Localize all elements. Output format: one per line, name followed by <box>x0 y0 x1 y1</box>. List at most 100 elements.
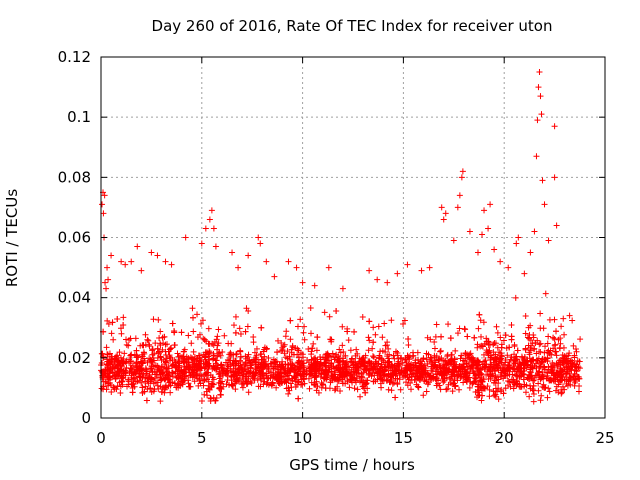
background-point <box>305 346 312 353</box>
data-point <box>481 207 488 214</box>
background-point <box>337 349 344 356</box>
background-point <box>173 384 180 391</box>
background-point <box>118 363 125 370</box>
background-point <box>460 379 467 386</box>
background-point <box>458 363 465 370</box>
background-point <box>198 320 205 327</box>
data-point <box>105 276 112 283</box>
background-point <box>120 322 127 329</box>
background-point <box>307 370 314 377</box>
background-point <box>328 353 335 360</box>
background-point <box>118 325 125 332</box>
background-point <box>437 386 444 393</box>
background-point <box>522 389 529 396</box>
background-point <box>274 349 281 356</box>
background-point <box>167 354 174 361</box>
background-point <box>378 384 385 391</box>
background-point <box>313 360 320 367</box>
background-point <box>346 384 353 391</box>
background-point <box>284 348 291 355</box>
background-point <box>565 378 572 385</box>
background-point <box>392 375 399 382</box>
background-point <box>491 379 498 386</box>
background-point <box>218 386 225 393</box>
background-point <box>558 368 565 375</box>
data-point <box>418 267 425 274</box>
background-point <box>142 378 149 385</box>
background-point <box>301 336 308 343</box>
background-point <box>228 351 235 358</box>
background-point <box>204 369 211 376</box>
background-point <box>532 340 539 347</box>
background-point <box>431 338 438 345</box>
data-point <box>208 207 215 214</box>
background-point <box>576 365 583 372</box>
background-point <box>175 364 182 371</box>
background-point <box>358 377 365 384</box>
background-point <box>283 328 290 335</box>
background-point <box>330 363 337 370</box>
background-point <box>214 353 221 360</box>
data-point <box>442 210 449 217</box>
background-point <box>295 378 302 385</box>
background-point <box>482 357 489 364</box>
background-point <box>474 394 481 401</box>
background-point <box>157 398 164 405</box>
background-point <box>366 337 373 344</box>
background-point <box>455 371 462 378</box>
background-point <box>423 388 430 395</box>
background-point <box>243 378 250 385</box>
background-point <box>440 365 447 372</box>
background-point <box>201 365 208 372</box>
background-point <box>98 360 105 367</box>
background-point <box>522 346 529 353</box>
background-point <box>447 356 454 363</box>
background-point <box>105 321 112 328</box>
background-point <box>121 350 128 357</box>
background-point <box>393 366 400 373</box>
background-point <box>292 345 299 352</box>
data-point <box>210 225 217 232</box>
background-point <box>571 352 578 359</box>
background-point <box>461 325 468 332</box>
background-point <box>451 355 458 362</box>
background-point <box>510 379 517 386</box>
background-point <box>102 366 109 373</box>
background-point <box>363 366 370 373</box>
background-point <box>308 365 315 372</box>
background-point <box>558 389 565 396</box>
background-point <box>509 371 516 378</box>
background-point <box>132 335 139 342</box>
background-point <box>558 323 565 330</box>
background-point <box>149 351 156 358</box>
background-point <box>278 373 285 380</box>
background-point <box>495 360 502 367</box>
background-point <box>278 339 285 346</box>
background-point <box>275 379 282 386</box>
background-point <box>488 364 495 371</box>
background-point <box>490 388 497 395</box>
background-point <box>438 333 445 340</box>
background-point <box>204 392 211 399</box>
background-point <box>365 334 372 341</box>
background-point <box>167 345 174 352</box>
background-point <box>405 376 412 383</box>
data-point <box>339 285 346 292</box>
background-point <box>254 376 261 383</box>
background-point <box>356 358 363 365</box>
background-point <box>133 347 140 354</box>
background-point <box>375 355 382 362</box>
background-point <box>544 355 551 362</box>
background-point <box>230 362 237 369</box>
background-point <box>502 370 509 377</box>
background-point <box>353 346 360 353</box>
background-point <box>535 371 542 378</box>
data-point <box>545 237 552 244</box>
background-point <box>232 386 239 393</box>
background-point <box>155 364 162 371</box>
x-tick-label: 5 <box>197 429 207 447</box>
background-point <box>533 365 540 372</box>
x-axis-label: GPS time / hours <box>289 456 415 474</box>
background-point <box>347 347 354 354</box>
background-point <box>396 376 403 383</box>
